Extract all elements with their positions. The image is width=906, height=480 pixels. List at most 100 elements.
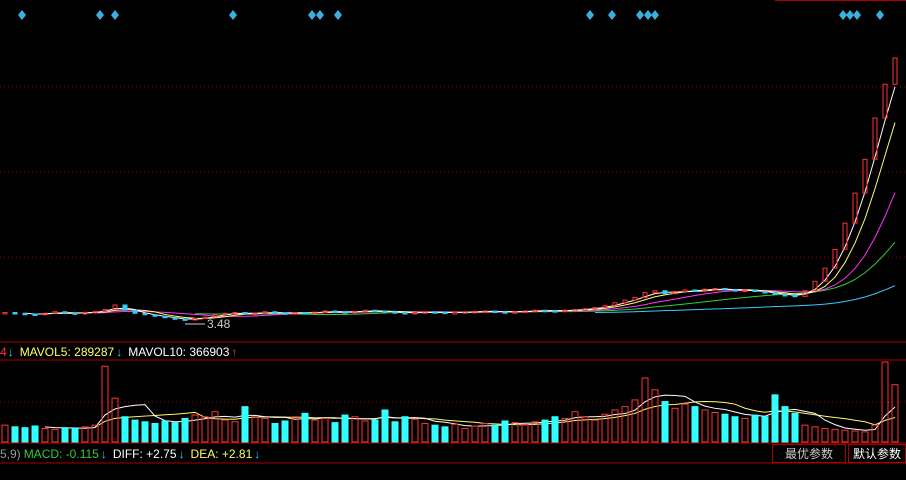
candle [112, 304, 118, 310]
candle [172, 317, 178, 320]
candle [542, 309, 548, 313]
candle [522, 310, 528, 313]
candle [572, 308, 578, 312]
volume-bar [191, 414, 199, 443]
volume-bar [241, 406, 249, 443]
candle [182, 318, 188, 321]
candle [262, 311, 268, 314]
candle [282, 312, 288, 315]
volume-bar [231, 421, 239, 443]
candle [752, 289, 758, 292]
candle [402, 311, 408, 315]
volume-bar [341, 414, 349, 443]
signal-marker [308, 10, 316, 20]
candle [62, 311, 68, 314]
signal-marker [229, 10, 237, 20]
candle [732, 289, 738, 292]
signal-marker [651, 10, 659, 20]
volume-bar [101, 365, 109, 443]
volume-bar [841, 429, 849, 443]
candle [442, 311, 448, 315]
candle [872, 117, 878, 160]
candle [42, 312, 48, 316]
arrow: ↓ [100, 447, 107, 461]
candle [22, 312, 28, 316]
volume-bar [721, 413, 729, 443]
volume-bar [291, 416, 299, 443]
volume-bar [151, 422, 159, 443]
candle [292, 311, 298, 315]
mavol-line [94, 400, 896, 428]
signal-marker [316, 10, 324, 20]
candle [452, 311, 458, 315]
volume-bar [521, 423, 529, 443]
volume-bar [481, 422, 489, 443]
candle [352, 310, 358, 314]
signal-marker [96, 10, 104, 20]
signal-marker [876, 10, 884, 20]
volume-bar [581, 416, 589, 443]
candle [412, 311, 418, 315]
volume-bar [551, 416, 559, 443]
mavol10: MAVOL10: 366903 [128, 345, 230, 359]
button[interactable]: 最优参数 [772, 444, 846, 463]
diff: DIFF: +2.75 [112, 447, 177, 461]
volume-bar [141, 421, 149, 443]
volume-bar [201, 416, 209, 443]
candle [372, 309, 378, 313]
volume-bar [611, 409, 619, 443]
candle [612, 302, 618, 307]
volume-bar [491, 424, 499, 443]
volume-bar [301, 412, 309, 443]
volume-bar [641, 377, 649, 443]
volume-bar [811, 426, 819, 443]
arrow: ↓ [7, 345, 14, 359]
signal-marker [18, 10, 26, 20]
candle [212, 314, 218, 318]
signal-marker [111, 10, 119, 20]
volume-bar [631, 399, 639, 443]
signal-marker [644, 10, 652, 20]
candle [782, 293, 788, 297]
candle [432, 311, 438, 314]
volume-bar [791, 412, 799, 443]
volume-bar [761, 416, 769, 443]
volume-bar [371, 419, 379, 443]
volume-bar [21, 427, 29, 443]
candle [12, 311, 18, 315]
candle [812, 280, 818, 292]
macd: MACD: -0.115 [23, 447, 99, 461]
volume-bar [861, 431, 869, 443]
volume-bar [511, 422, 519, 443]
candle [632, 296, 638, 301]
volume-bar [361, 420, 369, 443]
candle [132, 309, 138, 314]
volume-bar [211, 411, 219, 443]
volume-bar [31, 425, 39, 443]
candle [32, 313, 38, 316]
volume-bar [61, 427, 69, 443]
ma-line [24, 86, 896, 320]
candle [562, 309, 568, 313]
candle [242, 311, 248, 315]
volume-bar [171, 422, 179, 443]
candle [692, 289, 698, 292]
volume-bar [891, 384, 899, 443]
volume-bar [801, 424, 809, 443]
volume-bar [751, 414, 759, 443]
candle [72, 312, 78, 315]
volume-bar [471, 425, 479, 443]
candle [802, 290, 808, 297]
volume-bar [411, 418, 419, 443]
candle [672, 290, 678, 295]
signal-marker [846, 10, 854, 20]
candle [222, 312, 228, 316]
volume-bar [451, 423, 459, 443]
candle [532, 309, 538, 313]
volume-bar [401, 416, 409, 443]
candle [472, 310, 478, 314]
button[interactable]: 默认参数 [848, 444, 906, 463]
signal-marker [853, 10, 861, 20]
candle [492, 310, 498, 313]
candle [832, 248, 838, 269]
